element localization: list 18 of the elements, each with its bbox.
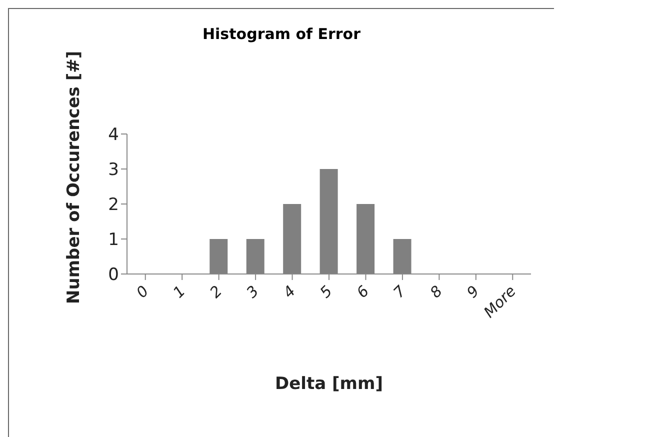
x-tick-label: 7 — [390, 282, 410, 302]
x-tick-label: 1 — [169, 282, 189, 302]
x-tick-label: 8 — [426, 282, 446, 302]
y-tick-label: 4 — [108, 125, 119, 146]
x-tick-label: 0 — [132, 282, 152, 302]
x-axis-title: Delta [mm] — [275, 374, 383, 394]
y-tick-label: 1 — [108, 230, 119, 250]
x-tick-label: 5 — [316, 282, 336, 302]
x-tick-label: 3 — [242, 282, 262, 302]
y-tick-label: 0 — [108, 265, 119, 286]
x-tick-label: 4 — [280, 282, 300, 302]
x-tick-label: 6 — [353, 282, 373, 302]
x-tick-label: 9 — [463, 282, 483, 302]
chart-title: Histogram of Error — [201, 25, 362, 43]
x-tick-label: 2 — [206, 282, 226, 302]
y-axis-title: Number of Occurences [#] — [64, 50, 84, 304]
y-tick-label: 2 — [108, 195, 119, 216]
y-tick-label: 3 — [108, 160, 119, 180]
